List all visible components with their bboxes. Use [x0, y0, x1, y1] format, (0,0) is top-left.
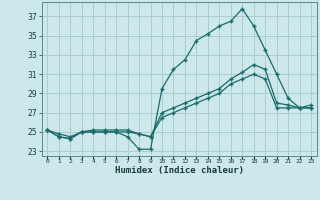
X-axis label: Humidex (Indice chaleur): Humidex (Indice chaleur) [115, 166, 244, 175]
